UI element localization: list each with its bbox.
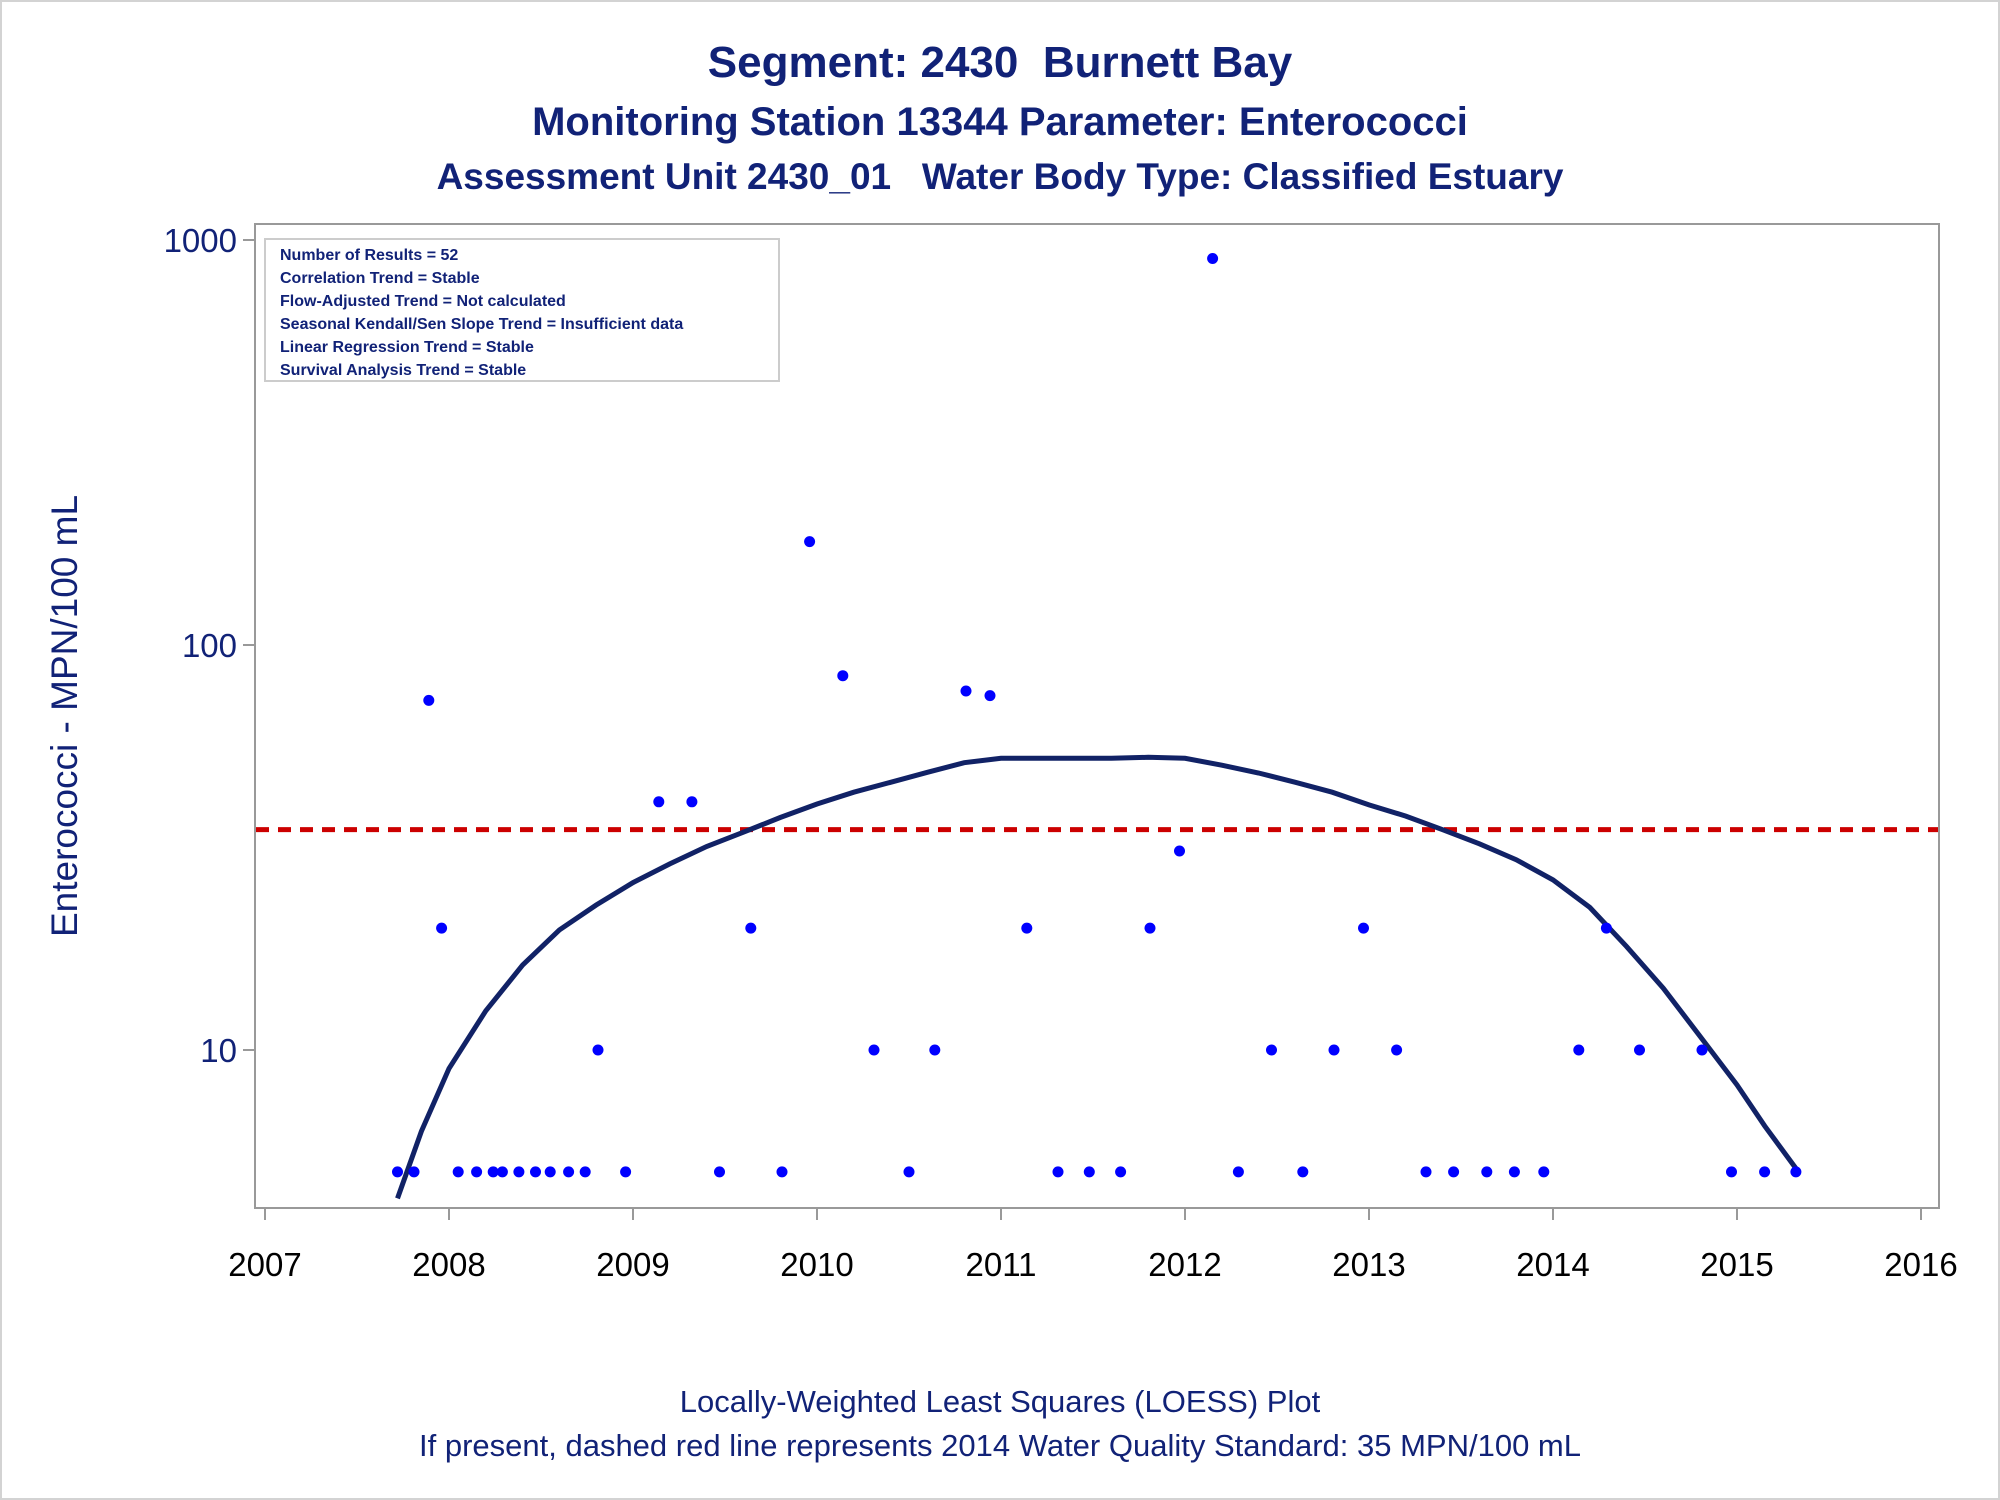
data-point bbox=[1759, 1166, 1771, 1178]
data-point bbox=[837, 670, 849, 682]
y-tick-label-100: 100 bbox=[182, 627, 237, 664]
data-point bbox=[1448, 1166, 1460, 1178]
data-point bbox=[1573, 1044, 1585, 1056]
data-point bbox=[436, 922, 448, 934]
y-tick-label-1000: 1000 bbox=[164, 222, 237, 259]
plot-area bbox=[254, 223, 1940, 1209]
data-point bbox=[1207, 253, 1219, 264]
stats-line-correlation: Correlation Trend = Stable bbox=[280, 270, 480, 287]
stats-line-survival: Survival Analysis Trend = Stable bbox=[280, 362, 526, 379]
data-point bbox=[714, 1166, 725, 1178]
data-point bbox=[984, 690, 996, 702]
data-point bbox=[1083, 1166, 1095, 1178]
data-point bbox=[1726, 1166, 1737, 1178]
data-point bbox=[653, 796, 665, 808]
data-point bbox=[1420, 1166, 1432, 1178]
data-point bbox=[1232, 1166, 1244, 1178]
data-point bbox=[1174, 845, 1185, 857]
stats-box: Number of Results = 52 Correlation Trend… bbox=[264, 238, 780, 382]
data-point bbox=[1266, 1044, 1277, 1056]
stats-line-flow-adjusted: Flow-Adjusted Trend = Not calculated bbox=[280, 293, 566, 310]
data-point bbox=[1790, 1166, 1802, 1178]
data-point bbox=[1021, 922, 1033, 934]
data-point bbox=[487, 1166, 499, 1178]
stats-line-results: Number of Results = 52 bbox=[280, 247, 458, 264]
x-tick-label-2016: 2016 bbox=[1884, 1246, 1957, 1283]
chart-subtitle: Monitoring Station 13344 Parameter: Ente… bbox=[532, 100, 1468, 144]
data-point bbox=[960, 685, 972, 697]
data-point bbox=[544, 1166, 556, 1178]
data-point bbox=[1391, 1044, 1403, 1056]
data-point bbox=[1358, 922, 1369, 934]
x-axis: 2007 2008 2009 2010 2011 2012 2013 2014 2015 2016 bbox=[228, 1208, 1958, 1283]
data-point bbox=[868, 1044, 880, 1056]
x-tick-label-2007: 2007 bbox=[228, 1246, 301, 1283]
data-point bbox=[745, 922, 757, 934]
data-point bbox=[530, 1166, 541, 1178]
data-point bbox=[686, 796, 698, 808]
y-axis-label: Enterococci - MPN/100 mL bbox=[44, 495, 85, 937]
data-point bbox=[1115, 1166, 1127, 1178]
data-point bbox=[929, 1044, 941, 1056]
data-point bbox=[1481, 1166, 1493, 1178]
data-point bbox=[496, 1166, 508, 1178]
data-point bbox=[452, 1166, 464, 1178]
data-points bbox=[392, 253, 1802, 1178]
data-point bbox=[592, 1044, 604, 1056]
data-point bbox=[408, 1166, 420, 1178]
data-point bbox=[776, 1166, 788, 1178]
data-point bbox=[1696, 1044, 1708, 1056]
footnote-loess: Locally-Weighted Least Squares (LOESS) P… bbox=[679, 1384, 1321, 1419]
data-point bbox=[579, 1166, 591, 1178]
x-tick-label-2009: 2009 bbox=[596, 1246, 669, 1283]
data-point bbox=[1328, 1044, 1340, 1056]
x-tick-label-2011: 2011 bbox=[966, 1246, 1037, 1283]
stats-line-seasonal-kendall: Seasonal Kendall/Sen Slope Trend = Insuf… bbox=[280, 316, 683, 333]
x-tick-label-2014: 2014 bbox=[1516, 1246, 1589, 1283]
loess-curve bbox=[395, 754, 1798, 1200]
chart-subtitle-2: Assessment Unit 2430_01 Water Body Type:… bbox=[436, 156, 1564, 197]
data-point bbox=[1600, 922, 1612, 934]
x-tick-label-2013: 2013 bbox=[1332, 1246, 1405, 1283]
data-point bbox=[513, 1166, 525, 1178]
y-axis: 10 100 1000 bbox=[164, 222, 255, 1069]
data-point bbox=[423, 694, 435, 706]
x-tick-label-2012: 2012 bbox=[1148, 1246, 1221, 1283]
x-tick-label-2008: 2008 bbox=[412, 1246, 485, 1283]
data-point bbox=[903, 1166, 915, 1178]
x-tick-label-2010: 2010 bbox=[780, 1246, 853, 1283]
data-point bbox=[1144, 922, 1156, 934]
data-point bbox=[1052, 1166, 1064, 1178]
footnote-standard: If present, dashed red line represents 2… bbox=[419, 1428, 1581, 1463]
data-point bbox=[1538, 1166, 1550, 1178]
data-point bbox=[1634, 1044, 1645, 1056]
data-point bbox=[1297, 1166, 1309, 1178]
stats-line-linear-regression: Linear Regression Trend = Stable bbox=[280, 339, 534, 356]
stats-box-frame bbox=[264, 238, 780, 382]
x-tick-label-2015: 2015 bbox=[1700, 1246, 1773, 1283]
data-point bbox=[392, 1166, 403, 1178]
data-point bbox=[563, 1166, 575, 1178]
data-point bbox=[620, 1166, 632, 1178]
data-point bbox=[1508, 1166, 1520, 1178]
chart-title: Segment: 2430 Burnett Bay bbox=[707, 38, 1293, 87]
data-point bbox=[804, 536, 816, 548]
y-tick-label-10: 10 bbox=[200, 1032, 237, 1069]
data-point bbox=[471, 1166, 483, 1178]
